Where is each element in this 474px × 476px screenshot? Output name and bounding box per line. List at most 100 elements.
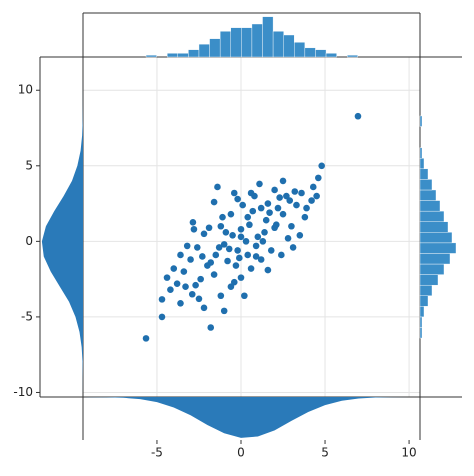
x-tick-label: 10 (401, 446, 416, 460)
point (227, 283, 235, 290)
point (212, 251, 220, 259)
histogram-bar (167, 53, 178, 58)
point (247, 265, 255, 272)
point (190, 225, 198, 233)
point (244, 251, 252, 259)
histogram-bar (315, 49, 327, 58)
point (246, 221, 253, 229)
point (266, 209, 273, 216)
point (142, 335, 150, 342)
point (257, 204, 265, 212)
point (286, 197, 294, 204)
y-tick-label: 5 (25, 158, 33, 172)
kde-area (41, 60, 83, 393)
point (315, 174, 322, 182)
y-tick-label: -10 (13, 385, 33, 399)
histogram-bar (419, 189, 437, 201)
histogram-bar (419, 316, 423, 328)
y-tick-label: 10 (18, 83, 33, 97)
point (303, 204, 310, 212)
point (219, 213, 226, 221)
histogram-bar (347, 54, 359, 58)
point (237, 225, 245, 233)
histogram-bar (251, 23, 263, 58)
point (199, 253, 206, 260)
point (271, 186, 278, 194)
histogram-bar (419, 306, 425, 318)
point (257, 256, 265, 263)
histogram-bar (294, 42, 306, 58)
histogram-bar (419, 284, 433, 296)
histogram-bar (198, 43, 210, 58)
point (249, 207, 257, 215)
point (177, 300, 184, 307)
point (242, 238, 250, 245)
point (227, 210, 235, 218)
histogram-bar (419, 147, 423, 159)
histogram-bar (419, 242, 457, 254)
point (279, 210, 287, 218)
point (234, 195, 241, 203)
point (230, 278, 238, 286)
point (236, 254, 243, 262)
point (205, 224, 213, 232)
point (214, 183, 221, 191)
point (173, 280, 181, 287)
point (254, 233, 262, 241)
histogram-bar (419, 295, 429, 307)
point (298, 189, 305, 197)
point (237, 274, 245, 281)
point (308, 197, 315, 204)
point (193, 244, 201, 251)
point (222, 228, 230, 236)
point (291, 188, 299, 195)
histogram-bar (188, 49, 200, 58)
histogram-bar (419, 115, 423, 127)
point (313, 192, 320, 200)
point (215, 244, 223, 251)
point (188, 290, 196, 298)
point (247, 189, 255, 197)
point (354, 112, 362, 120)
point (230, 189, 238, 197)
point (210, 271, 218, 278)
point (158, 313, 166, 321)
histogram-bar (419, 210, 445, 222)
point (229, 232, 236, 239)
histogram-bar (419, 221, 449, 233)
histogram-bar (177, 53, 189, 58)
point (234, 247, 241, 254)
point (301, 213, 309, 221)
point (272, 221, 280, 229)
histogram-bar (325, 53, 337, 58)
x-tick-label: -5 (151, 446, 163, 460)
y-tick-label: 0 (25, 234, 33, 248)
point (274, 204, 282, 212)
point (170, 265, 178, 272)
point (293, 201, 300, 209)
histogram-bar (209, 38, 221, 58)
point (177, 251, 184, 259)
point (289, 244, 297, 251)
point (158, 296, 166, 303)
point (217, 292, 225, 300)
point (189, 219, 197, 226)
point (244, 213, 252, 221)
histogram-bar (304, 47, 316, 58)
point (183, 242, 191, 250)
point (239, 201, 246, 209)
point (187, 256, 194, 263)
point (200, 304, 208, 312)
histogram-bar (262, 16, 274, 58)
point (252, 242, 260, 250)
point (288, 222, 295, 230)
point (200, 230, 208, 238)
kde-area (83, 397, 420, 438)
point (167, 286, 174, 294)
histogram-bar (219, 31, 231, 58)
histogram-bar (283, 34, 295, 58)
point (207, 324, 215, 331)
point (261, 228, 268, 236)
point (252, 253, 260, 260)
